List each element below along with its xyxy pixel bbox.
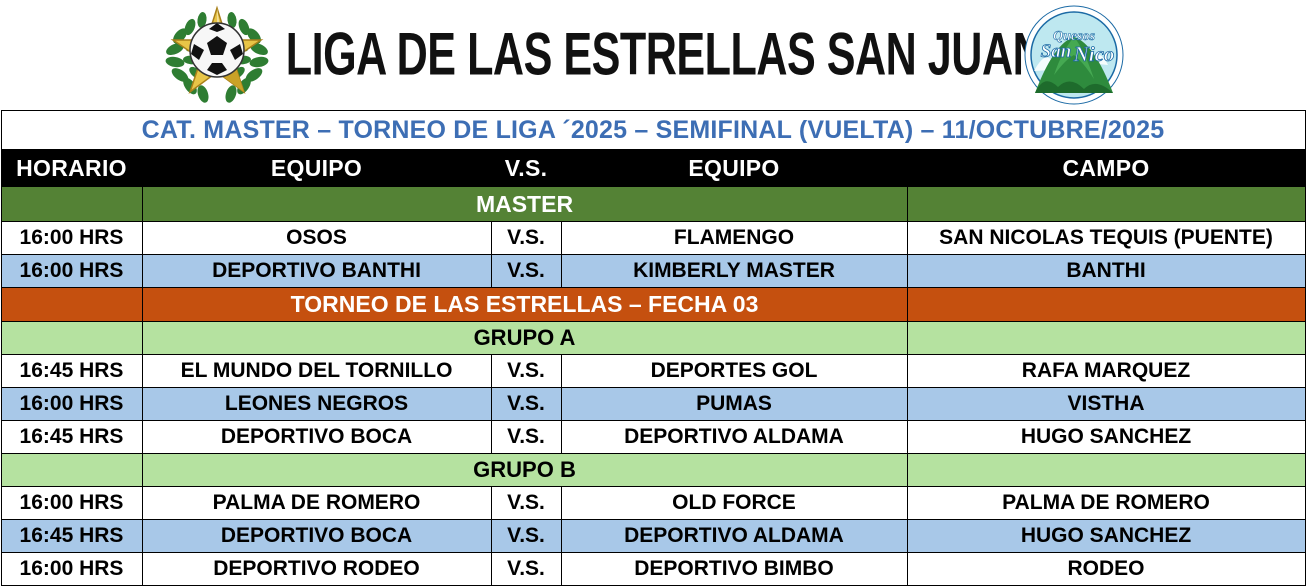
logo-text-quesos: Quesos bbox=[1053, 29, 1096, 44]
column-header-vs: V.S. bbox=[490, 149, 562, 187]
cell-equipo-local: DEPORTIVO BOCA bbox=[141, 420, 492, 454]
cell-horario: 16:00 HRS bbox=[0, 387, 143, 421]
cell-campo: VISTHA bbox=[906, 387, 1306, 421]
cell-vs: V.S. bbox=[490, 354, 562, 388]
cell-vs: V.S. bbox=[490, 519, 562, 553]
band-spacer-right bbox=[906, 186, 1306, 222]
schedule-title: CAT. MASTER – TORNEO DE LIGA ´2025 – SEM… bbox=[0, 110, 1306, 150]
cell-vs: V.S. bbox=[490, 552, 562, 586]
page-title: LIGA DE LAS ESTRELLAS SAN JUAN bbox=[285, 20, 1043, 89]
section-band-grupo-a: GRUPO A bbox=[0, 321, 1306, 355]
cell-equipo-visitante: DEPORTIVO ALDAMA bbox=[560, 420, 908, 454]
table-row[interactable]: 16:00 HRS OSOS V.S. FLAMENGO SAN NICOLAS… bbox=[0, 221, 1306, 255]
band-spacer-right bbox=[906, 287, 1306, 322]
cell-vs: V.S. bbox=[490, 387, 562, 421]
section-band-label: TORNEO DE LAS ESTRELLAS – FECHA 03 bbox=[141, 287, 908, 322]
cell-equipo-visitante: DEPORTIVO ALDAMA bbox=[560, 519, 908, 553]
column-header-campo: CAMPO bbox=[906, 149, 1306, 187]
band-spacer-left bbox=[0, 287, 143, 322]
table-row[interactable]: 16:45 HRS DEPORTIVO BOCA V.S. DEPORTIVO … bbox=[0, 420, 1306, 454]
cell-equipo-visitante: FLAMENGO bbox=[560, 221, 908, 255]
band-spacer-right bbox=[906, 453, 1306, 487]
cell-equipo-visitante: KIMBERLY MASTER bbox=[560, 254, 908, 288]
cell-horario: 16:00 HRS bbox=[0, 552, 143, 586]
table-row[interactable]: 16:00 HRS LEONES NEGROS V.S. PUMAS VISTH… bbox=[0, 387, 1306, 421]
section-band-master: MASTER bbox=[0, 186, 1306, 222]
cell-campo: HUGO SANCHEZ bbox=[906, 420, 1306, 454]
soccer-ball-laurel-star-logo bbox=[163, 2, 271, 106]
table-row[interactable]: 16:45 HRS EL MUNDO DEL TORNILLO V.S. DEP… bbox=[0, 354, 1306, 388]
cell-horario: 16:45 HRS bbox=[0, 354, 143, 388]
band-spacer-left bbox=[0, 186, 143, 222]
cell-campo: BANTHI bbox=[906, 254, 1306, 288]
cell-horario: 16:00 HRS bbox=[0, 254, 143, 288]
cell-equipo-local: DEPORTIVO RODEO bbox=[141, 552, 492, 586]
cell-equipo-visitante: OLD FORCE bbox=[560, 486, 908, 520]
table-row[interactable]: 16:00 HRS DEPORTIVO BANTHI V.S. KIMBERLY… bbox=[0, 254, 1306, 288]
cell-equipo-local: DEPORTIVO BOCA bbox=[141, 519, 492, 553]
column-header-equipo-local: EQUIPO bbox=[141, 149, 492, 187]
band-spacer-right bbox=[906, 321, 1306, 355]
cell-campo: SAN NICOLAS TEQUIS (PUENTE) bbox=[906, 221, 1306, 255]
cell-campo: HUGO SANCHEZ bbox=[906, 519, 1306, 553]
cell-horario: 16:45 HRS bbox=[0, 420, 143, 454]
logo-text-san: San bbox=[1041, 41, 1072, 62]
cell-horario: 16:00 HRS bbox=[0, 221, 143, 255]
table-row[interactable]: 16:00 HRS DEPORTIVO RODEO V.S. DEPORTIVO… bbox=[0, 552, 1306, 586]
cell-equipo-local: LEONES NEGROS bbox=[141, 387, 492, 421]
section-band-torneo: TORNEO DE LAS ESTRELLAS – FECHA 03 bbox=[0, 287, 1306, 322]
match-schedule-table: CAT. MASTER – TORNEO DE LIGA ´2025 – SEM… bbox=[0, 110, 1306, 586]
cell-equipo-local: OSOS bbox=[141, 221, 492, 255]
section-band-label: GRUPO B bbox=[141, 453, 908, 487]
cell-equipo-visitante: DEPORTES GOL bbox=[560, 354, 908, 388]
table-row[interactable]: 16:00 HRS PALMA DE ROMERO V.S. OLD FORCE… bbox=[0, 486, 1306, 520]
cell-vs: V.S. bbox=[490, 420, 562, 454]
column-header-horario: HORARIO bbox=[0, 149, 143, 187]
table-row[interactable]: 16:45 HRS DEPORTIVO BOCA V.S. DEPORTIVO … bbox=[0, 519, 1306, 553]
band-spacer-left bbox=[0, 321, 143, 355]
cell-campo: RAFA MARQUEZ bbox=[906, 354, 1306, 388]
cell-campo: PALMA DE ROMERO bbox=[906, 486, 1306, 520]
cell-equipo-visitante: DEPORTIVO BIMBO bbox=[560, 552, 908, 586]
section-band-label: GRUPO A bbox=[141, 321, 908, 355]
cell-vs: V.S. bbox=[490, 486, 562, 520]
quesos-san-nico-logo: Quesos San Nico bbox=[1014, 3, 1134, 107]
cell-vs: V.S. bbox=[490, 254, 562, 288]
cell-equipo-visitante: PUMAS bbox=[560, 387, 908, 421]
cell-equipo-local: DEPORTIVO BANTHI bbox=[141, 254, 492, 288]
table-title-row: CAT. MASTER – TORNEO DE LIGA ´2025 – SEM… bbox=[0, 110, 1306, 150]
section-band-grupo-b: GRUPO B bbox=[0, 453, 1306, 487]
cell-horario: 16:00 HRS bbox=[0, 486, 143, 520]
table-body: CAT. MASTER – TORNEO DE LIGA ´2025 – SEM… bbox=[0, 110, 1306, 586]
page-header: LIGA DE LAS ESTRELLAS SAN JUAN Quesos Sa… bbox=[0, 0, 1306, 110]
section-band-label: MASTER bbox=[141, 186, 908, 222]
cell-vs: V.S. bbox=[490, 221, 562, 255]
cell-horario: 16:45 HRS bbox=[0, 519, 143, 553]
logo-text-nico: Nico bbox=[1073, 42, 1115, 66]
cell-equipo-local: EL MUNDO DEL TORNILLO bbox=[141, 354, 492, 388]
cell-campo: RODEO bbox=[906, 552, 1306, 586]
band-spacer-left bbox=[0, 453, 143, 487]
cell-equipo-local: PALMA DE ROMERO bbox=[141, 486, 492, 520]
column-header-equipo-visitante: EQUIPO bbox=[560, 149, 908, 187]
column-header-row: HORARIO EQUIPO V.S. EQUIPO CAMPO bbox=[0, 149, 1306, 187]
